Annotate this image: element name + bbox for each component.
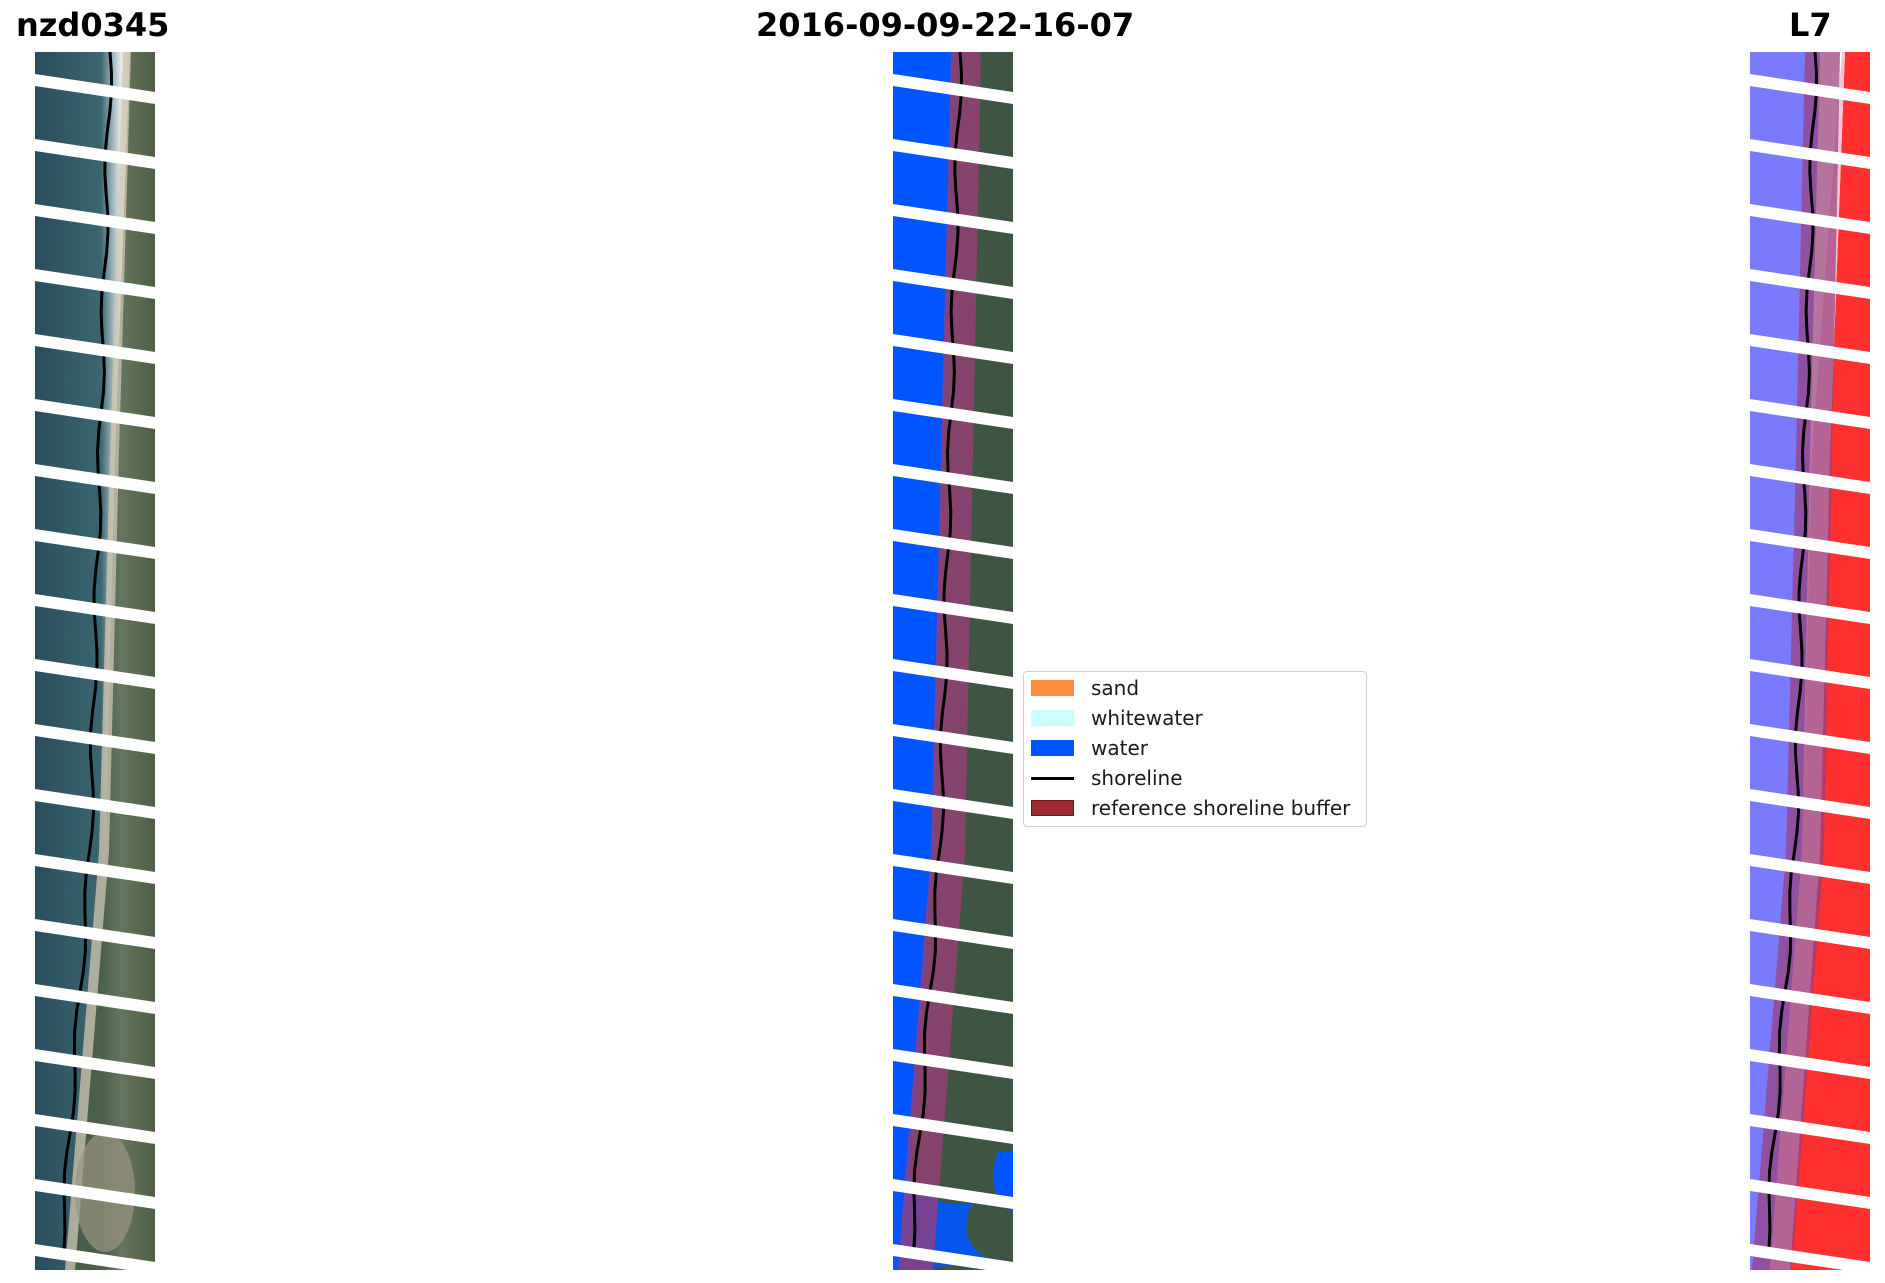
legend-label-water: water [1091, 736, 1148, 760]
image-date-title: 2016-09-09-22-16-07 [756, 6, 1135, 44]
scan-line-gap [893, 74, 1013, 104]
scan-line-gap [893, 399, 1013, 429]
scan-line-gap [1750, 334, 1870, 364]
scan-line-gap [35, 854, 155, 884]
scan-line-gap [1750, 854, 1870, 884]
scan-line-gap [893, 464, 1013, 494]
scan-line-gap [35, 399, 155, 429]
whitewater-swatch [1031, 710, 1074, 726]
legend-item-buffer: reference shoreline buffer [1031, 795, 1350, 821]
scan-line-gap [1750, 594, 1870, 624]
scan-line-gap [893, 919, 1013, 949]
scan-line-gap [1750, 204, 1870, 234]
legend-label-shoreline: shoreline [1091, 766, 1183, 790]
legend-label-sand: sand [1091, 676, 1140, 700]
scan-line-gap [893, 984, 1013, 1014]
scan-line-gap [1750, 1114, 1870, 1144]
rgb-image-panel [35, 52, 155, 1270]
scan-line-gap [1750, 659, 1870, 689]
scan-line-gap [1750, 399, 1870, 429]
scan-line-gap [1750, 1049, 1870, 1079]
satellite-title: L7 [1789, 6, 1832, 44]
scan-line-gap [893, 1049, 1013, 1079]
legend-item-whitewater: whitewater [1031, 705, 1203, 731]
scan-line-gap [1750, 984, 1870, 1014]
scan-line-gap [35, 724, 155, 754]
scan-line-gap [893, 204, 1013, 234]
sand-swatch [1031, 680, 1074, 696]
site-title: nzd0345 [16, 6, 170, 44]
shoreline-line-swatch [1031, 776, 1074, 780]
scan-line-gap [893, 334, 1013, 364]
scan-line-gap [893, 594, 1013, 624]
scan-line-gap [1750, 529, 1870, 559]
scan-line-gap [1750, 919, 1870, 949]
mndwi-image-panel [1750, 52, 1870, 1270]
legend-item-sand: sand [1031, 675, 1139, 701]
scan-line-gap [35, 334, 155, 364]
legend: sand whitewater water shoreline referenc… [1023, 671, 1367, 827]
scan-line-gap [35, 269, 155, 299]
scan-line-gap [35, 919, 155, 949]
scan-line-gap [893, 529, 1013, 559]
scan-line-gap [35, 1049, 155, 1079]
mndwi-image [1750, 52, 1870, 1270]
scan-line-gap [1750, 269, 1870, 299]
scan-line-gap [1750, 724, 1870, 754]
scan-line-gap [35, 464, 155, 494]
scan-line-gap [893, 269, 1013, 299]
rgb-image [35, 52, 155, 1270]
scan-line-gap [35, 1179, 155, 1209]
scan-line-gap [35, 74, 155, 104]
legend-label-whitewater: whitewater [1091, 706, 1203, 730]
scan-line-gap [35, 1114, 155, 1144]
scan-line-gap [893, 1179, 1013, 1209]
scan-line-gap [893, 139, 1013, 169]
scan-line-gap [893, 1244, 1013, 1270]
scan-line-gap [35, 529, 155, 559]
shoreline-line [62, 52, 114, 1253]
scan-line-gap [893, 854, 1013, 884]
scan-line-gap [35, 1244, 155, 1270]
scan-line-gap [1750, 1244, 1870, 1270]
scan-line-gap [35, 594, 155, 624]
scan-line-gap [35, 139, 155, 169]
buffer-swatch [1031, 800, 1074, 816]
shoreline-line [912, 52, 964, 1253]
scan-line-gap [893, 659, 1013, 689]
classified-image [893, 52, 1013, 1270]
scan-line-gap [35, 984, 155, 1014]
shoreline-line [1767, 52, 1819, 1253]
legend-label-buffer: reference shoreline buffer [1091, 796, 1351, 820]
scan-line-gap [35, 204, 155, 234]
scan-line-gap [893, 724, 1013, 754]
scan-line-gap [35, 659, 155, 689]
scan-line-gap [893, 789, 1013, 819]
scan-line-gap [1750, 789, 1870, 819]
water-swatch [1031, 740, 1074, 756]
scan-line-gap [1750, 464, 1870, 494]
scan-line-gap [1750, 139, 1870, 169]
legend-item-shoreline: shoreline [1031, 765, 1183, 791]
scan-line-gap [1750, 74, 1870, 104]
scan-line-gap [1750, 1179, 1870, 1209]
classified-image-panel [893, 52, 1013, 1270]
scan-line-gap [35, 789, 155, 819]
scan-line-gap [893, 1114, 1013, 1144]
legend-item-water: water [1031, 735, 1148, 761]
